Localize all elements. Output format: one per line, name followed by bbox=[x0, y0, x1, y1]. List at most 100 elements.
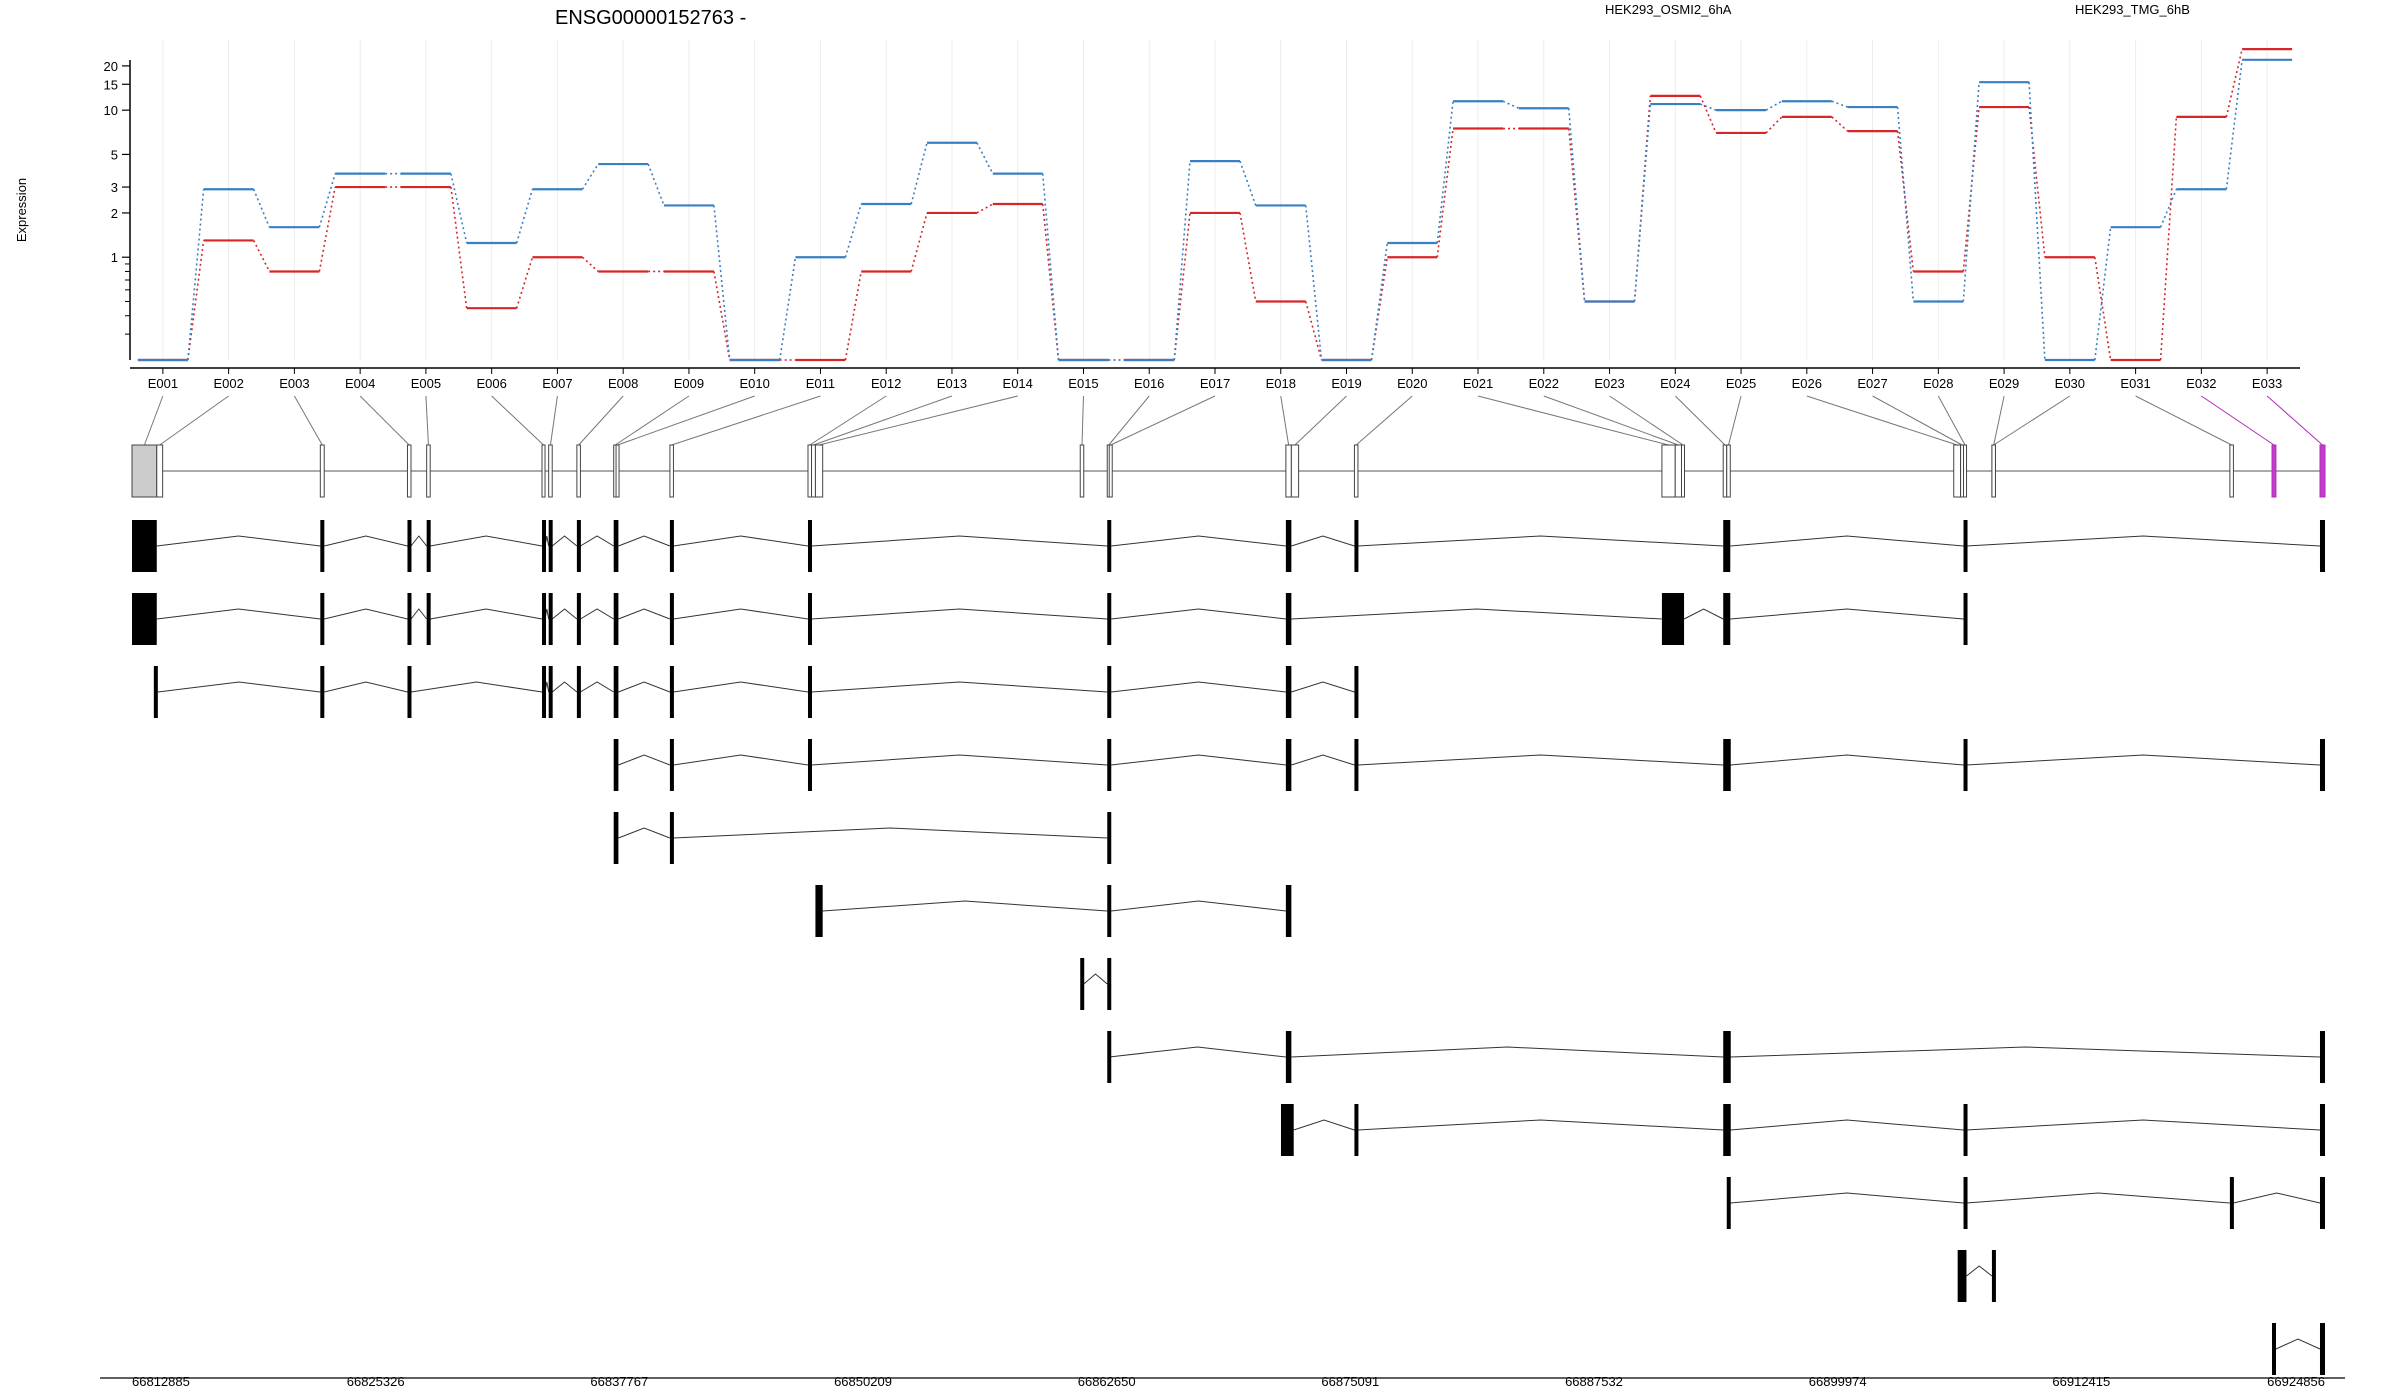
series-transition bbox=[318, 173, 336, 228]
exon-connector bbox=[159, 395, 229, 446]
intron bbox=[430, 535, 543, 547]
intron bbox=[580, 608, 614, 620]
exon-block bbox=[541, 444, 546, 498]
exon-tick-label: E024 bbox=[1660, 376, 1690, 391]
transcript-exon bbox=[576, 520, 581, 572]
transcript-exon bbox=[1726, 1104, 1731, 1156]
transcript-9 bbox=[1280, 1104, 2325, 1156]
transcript-exon bbox=[1285, 593, 1292, 645]
transcript-exon bbox=[2229, 1177, 2234, 1229]
transcript-exon bbox=[1285, 666, 1292, 718]
series-transition bbox=[1567, 128, 1586, 302]
intron bbox=[1291, 608, 1662, 620]
transcript-exon bbox=[407, 520, 412, 572]
exon-connector bbox=[1806, 395, 1958, 446]
series-transition bbox=[1831, 116, 1849, 132]
intron bbox=[811, 608, 1108, 620]
exon-block bbox=[2319, 444, 2326, 498]
intron bbox=[551, 608, 578, 620]
transcript-exon bbox=[132, 593, 157, 645]
series-transition bbox=[1699, 95, 1717, 134]
transcript-exon bbox=[2319, 1104, 2325, 1156]
transcript-exon bbox=[542, 520, 547, 572]
exon-block bbox=[1079, 444, 1085, 498]
series-transition bbox=[1436, 128, 1454, 258]
series-transition bbox=[581, 256, 599, 273]
exon-connector bbox=[1872, 395, 1963, 446]
transcript-exon bbox=[2319, 1031, 2325, 1083]
legend-entry-tmg: HEK293_TMG_6hB bbox=[2075, 2, 2190, 17]
exon-tick-label: E018 bbox=[1266, 376, 1296, 391]
y-tick-label: 2 bbox=[111, 206, 118, 221]
intron bbox=[324, 608, 408, 620]
transcript-exon bbox=[2272, 1323, 2277, 1375]
series-transition bbox=[976, 142, 994, 175]
series-transition bbox=[2028, 82, 2046, 361]
transcript-exon bbox=[807, 593, 812, 645]
exon-connector bbox=[1993, 395, 2071, 446]
transcript-exon bbox=[1991, 1250, 1996, 1302]
transcript-exon bbox=[426, 593, 431, 645]
exon-tick-label: E025 bbox=[1726, 376, 1756, 391]
transcript-exon bbox=[1661, 593, 1685, 645]
exon-connector bbox=[1993, 395, 2005, 446]
exon-connector bbox=[143, 395, 164, 446]
transcript-exon bbox=[669, 666, 674, 718]
series-transition bbox=[1765, 116, 1783, 134]
genomic-tick-label: 66887532 bbox=[1565, 1374, 1623, 1389]
transcript-exon bbox=[1107, 666, 1112, 718]
series-transition bbox=[778, 257, 797, 361]
intron bbox=[1357, 754, 1724, 766]
intron bbox=[580, 681, 614, 693]
exon-connector bbox=[1477, 395, 1669, 446]
transcript-exon bbox=[320, 593, 325, 645]
series-transition bbox=[515, 188, 534, 244]
transcript-exon bbox=[613, 593, 619, 645]
exon-tick-label: E005 bbox=[411, 376, 441, 391]
transcript-exon bbox=[1080, 958, 1085, 1010]
intron bbox=[1109, 1046, 1286, 1058]
exon-block bbox=[669, 444, 674, 498]
transcript-6 bbox=[815, 885, 1292, 937]
intron bbox=[1291, 1046, 1724, 1058]
exon-connector bbox=[813, 395, 953, 446]
transcript-1 bbox=[132, 520, 2325, 572]
exon-block bbox=[814, 444, 824, 498]
exon-connector bbox=[1937, 395, 1966, 446]
series-transition bbox=[252, 188, 271, 228]
intron bbox=[1291, 681, 1355, 693]
series-transition bbox=[1502, 100, 1520, 110]
transcript-exon bbox=[1726, 1177, 1731, 1229]
series-transition bbox=[187, 240, 205, 361]
exon-tick-label: E026 bbox=[1792, 376, 1822, 391]
exon-tick-label: E021 bbox=[1463, 376, 1493, 391]
exon-connector bbox=[1543, 395, 1679, 446]
series-transition bbox=[1962, 82, 1980, 302]
series-transition bbox=[450, 186, 468, 309]
intron bbox=[811, 535, 1108, 547]
exon-tick-labels: E001 E002 E003 E004 E005 E006 E007 E008 E009 E010… bbox=[148, 368, 2282, 391]
intron bbox=[1966, 1119, 2321, 1131]
transcript-exon bbox=[815, 885, 823, 937]
transcript-5 bbox=[613, 812, 1112, 864]
intron bbox=[673, 754, 809, 766]
exon-block bbox=[576, 444, 581, 498]
exon-tick-label: E033 bbox=[2252, 376, 2282, 391]
exon-tick-label: E031 bbox=[2120, 376, 2150, 391]
series-transition bbox=[187, 189, 205, 361]
transcript-3 bbox=[153, 666, 1359, 718]
intron bbox=[618, 608, 671, 620]
exon-connector bbox=[1280, 395, 1290, 446]
exon-block bbox=[156, 444, 164, 498]
series-transition bbox=[1041, 203, 1060, 361]
transcript-exon bbox=[613, 666, 619, 718]
y-axis-label: Expression bbox=[14, 178, 29, 242]
transcript-exon bbox=[669, 593, 674, 645]
transcript-exon bbox=[548, 666, 553, 718]
series-transition bbox=[844, 271, 863, 361]
transcript-exon bbox=[1957, 1250, 1967, 1302]
intron bbox=[1357, 535, 1724, 547]
transcript-10 bbox=[1726, 1177, 2325, 1229]
transcript-exon bbox=[1723, 593, 1731, 645]
transcript-exon bbox=[1354, 520, 1359, 572]
